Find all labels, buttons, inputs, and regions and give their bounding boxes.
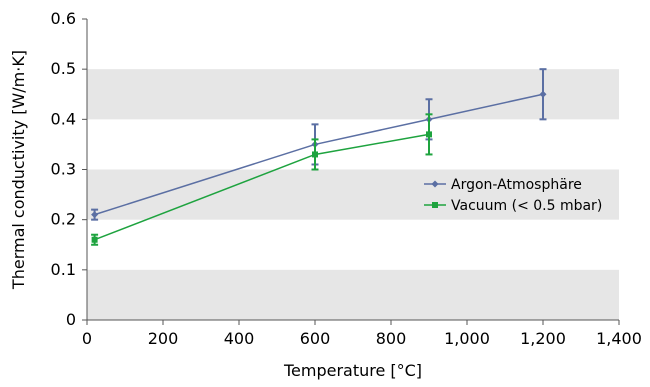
x-tick-label: 1,200 [520,329,566,348]
y-tick-label: 0.5 [51,59,76,78]
legend-item: Argon-Atmosphäre [424,177,582,193]
x-tick-label: 1,000 [444,329,490,348]
y-tick-label: 0.3 [51,160,76,179]
series-line [94,93,544,216]
data-point [426,131,432,138]
series-2 [91,113,433,246]
x-axis-ticks: 0 200 400 600 800 1,000 1,200 1,400 [82,320,642,348]
y-tick-label: 0.1 [51,260,76,279]
y-axis-title: Thermal conductivity [W/m·K] [9,50,28,290]
grid-band [87,69,619,120]
grid-band [87,269,619,320]
legend: Argon-Atmosphäre Vacuum (< 0.5 mbar) [424,177,602,214]
y-tick-label: 0.6 [51,9,76,28]
grid-band [87,169,619,220]
data-point [432,202,438,208]
data-point [91,236,98,243]
series-layer [91,68,547,246]
y-tick-label: 0.2 [51,210,76,229]
x-tick-label: 800 [376,329,407,348]
x-axis-title: Temperature [°C] [283,361,422,380]
legend-item: Vacuum (< 0.5 mbar) [424,198,602,214]
x-tick-label: 1,400 [596,329,642,348]
legend-label: Vacuum (< 0.5 mbar) [451,198,602,214]
y-tick-label: 0.4 [51,109,76,128]
legend-label: Argon-Atmosphäre [451,177,582,193]
y-tick-label: 0 [66,310,76,329]
x-tick-label: 0 [82,329,92,348]
data-point [312,151,318,158]
y-axis-ticks: 0 0.1 0.2 0.3 0.4 0.5 0.6 [51,9,87,329]
data-point [431,180,439,188]
background-bands [87,69,619,320]
data-point [539,90,547,98]
x-tick-label: 200 [148,329,179,348]
x-tick-label: 400 [224,329,255,348]
data-point [91,211,99,219]
x-tick-label: 600 [300,329,331,348]
